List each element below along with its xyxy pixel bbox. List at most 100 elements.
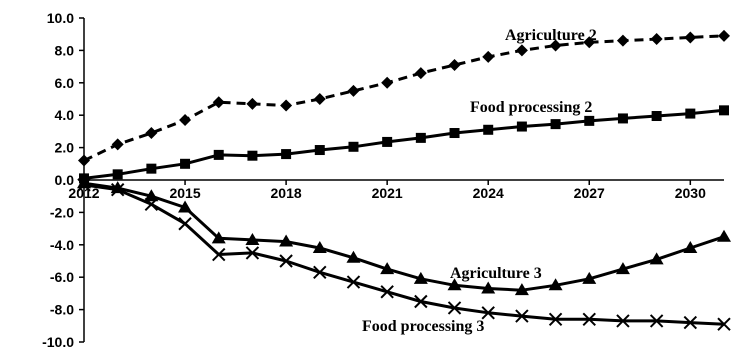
data-point-food-processing-2 bbox=[651, 111, 662, 122]
x-marker-stroke bbox=[346, 275, 361, 289]
data-point-agriculture-3 bbox=[481, 281, 496, 294]
data-point-food-processing-2 bbox=[550, 119, 561, 130]
data-point-agriculture-3 bbox=[346, 250, 361, 263]
series-label-food-processing-3: Food processing 3 bbox=[362, 318, 484, 335]
data-point-agriculture-3 bbox=[380, 262, 395, 275]
data-point-food-processing-3 bbox=[144, 197, 159, 212]
data-point-agriculture-2 bbox=[246, 97, 259, 110]
x-tick-label: 2015 bbox=[169, 185, 200, 201]
data-point-agriculture-3 bbox=[649, 252, 664, 265]
y-tick-label: 4.0 bbox=[55, 107, 75, 123]
series-labels: Agriculture 2 Food processing 2 Agricultur… bbox=[362, 27, 597, 335]
data-point-food-processing-3 bbox=[346, 275, 361, 289]
y-tick-label: -10.0 bbox=[42, 334, 74, 349]
data-point-food-processing-3 bbox=[717, 317, 731, 331]
data-point-food-processing-3 bbox=[77, 178, 91, 192]
data-point-agriculture-2 bbox=[616, 34, 629, 47]
data-point-agriculture-3 bbox=[683, 241, 698, 254]
data-point-food-processing-2 bbox=[584, 115, 595, 126]
data-point-food-processing-3 bbox=[616, 314, 630, 328]
data-point-food-processing-2 bbox=[415, 132, 426, 143]
x-marker-stroke bbox=[245, 246, 260, 260]
data-point-agriculture-3 bbox=[582, 271, 597, 284]
data-point-agriculture-2 bbox=[313, 93, 326, 105]
data-point-food-processing-2 bbox=[314, 145, 325, 156]
data-point-food-processing-2 bbox=[146, 163, 157, 174]
data-point-food-processing-3 bbox=[380, 285, 394, 299]
data-point-food-processing-2 bbox=[112, 169, 123, 180]
data-point-food-processing-3 bbox=[245, 246, 260, 260]
data-point-agriculture-2 bbox=[111, 138, 124, 151]
series-label-agriculture-2: Agriculture 2 bbox=[505, 27, 597, 44]
x-marker-stroke bbox=[414, 294, 428, 309]
x-marker-stroke bbox=[110, 183, 125, 197]
data-point-food-processing-3 bbox=[582, 312, 596, 327]
data-point-agriculture-3 bbox=[717, 229, 731, 242]
data-point-agriculture-3 bbox=[245, 232, 260, 245]
series-layer bbox=[77, 29, 731, 331]
data-point-food-processing-3 bbox=[414, 294, 428, 309]
data-point-agriculture-2 bbox=[414, 67, 427, 80]
data-point-food-processing-2 bbox=[516, 121, 527, 132]
data-point-agriculture-2 bbox=[347, 84, 360, 97]
data-point-agriculture-2 bbox=[145, 127, 158, 140]
data-point-agriculture-2 bbox=[650, 33, 663, 46]
series-food-processing-2 bbox=[79, 105, 729, 184]
x-marker-stroke bbox=[212, 247, 226, 262]
x-tick-label: 2024 bbox=[473, 185, 504, 201]
data-point-food-processing-2 bbox=[281, 149, 292, 160]
x-tick-label: 2021 bbox=[372, 185, 403, 201]
data-point-agriculture-2 bbox=[482, 50, 495, 63]
y-tick-label: 8.0 bbox=[55, 42, 75, 58]
data-point-food-processing-3 bbox=[515, 309, 529, 323]
data-point-agriculture-2 bbox=[280, 99, 293, 112]
data-point-food-processing-3 bbox=[683, 315, 698, 330]
y-tick-label: 2.0 bbox=[55, 140, 75, 156]
x-marker-stroke bbox=[178, 217, 192, 231]
data-point-agriculture-2 bbox=[583, 36, 596, 49]
x-marker-stroke bbox=[481, 306, 495, 320]
data-point-food-processing-2 bbox=[449, 128, 460, 139]
x-marker-stroke bbox=[683, 315, 698, 330]
data-point-food-processing-3 bbox=[110, 183, 125, 197]
data-point-agriculture-2 bbox=[381, 76, 394, 89]
series-line-food-processing-2 bbox=[83, 108, 725, 180]
data-point-agriculture-3 bbox=[178, 200, 193, 213]
data-point-food-processing-3 bbox=[279, 254, 293, 268]
data-point-food-processing-2 bbox=[247, 150, 258, 161]
x-tick-label: 2030 bbox=[675, 185, 706, 201]
y-tick-label: 0.0 bbox=[55, 172, 75, 188]
data-point-food-processing-2 bbox=[348, 141, 359, 152]
data-point-agriculture-3 bbox=[615, 262, 630, 275]
data-point-agriculture-3 bbox=[211, 231, 226, 244]
x-marker-stroke bbox=[279, 254, 293, 268]
data-point-agriculture-3 bbox=[548, 278, 563, 291]
data-point-food-processing-2 bbox=[617, 113, 628, 124]
data-point-agriculture-2 bbox=[684, 31, 697, 44]
data-point-food-processing-3 bbox=[649, 314, 664, 328]
data-point-agriculture-2 bbox=[78, 154, 90, 167]
data-point-food-processing-3 bbox=[447, 301, 462, 315]
x-marker-stroke bbox=[313, 265, 327, 280]
x-marker-stroke bbox=[582, 312, 596, 327]
data-point-food-processing-3 bbox=[178, 217, 192, 231]
series-agriculture-3 bbox=[77, 176, 731, 296]
x-tick-label: 2027 bbox=[574, 185, 605, 201]
data-point-agriculture-2 bbox=[179, 114, 192, 127]
x-marker-stroke bbox=[548, 312, 563, 327]
series-agriculture-2 bbox=[78, 29, 730, 167]
data-point-food-processing-2 bbox=[719, 105, 729, 116]
x-marker-stroke bbox=[77, 178, 91, 192]
axes: 10.0 8.0 6.0 4.0 2.0 0.0 -2.0 -4.0 -6.0 -8.0 -10.0… bbox=[42, 10, 724, 349]
data-point-agriculture-3 bbox=[514, 283, 529, 296]
y-tick-label: -6.0 bbox=[50, 269, 74, 285]
series-food-processing-3 bbox=[77, 178, 731, 331]
x-tick-label: 2018 bbox=[271, 185, 302, 201]
data-point-agriculture-3 bbox=[312, 241, 327, 254]
series-label-agriculture-3: Agriculture 3 bbox=[450, 265, 542, 282]
data-point-agriculture-3 bbox=[279, 234, 294, 247]
x-marker-stroke bbox=[380, 285, 394, 299]
series-line-agriculture-3 bbox=[83, 181, 725, 292]
x-marker-stroke bbox=[144, 197, 159, 212]
y-tick-label: -8.0 bbox=[50, 302, 74, 318]
